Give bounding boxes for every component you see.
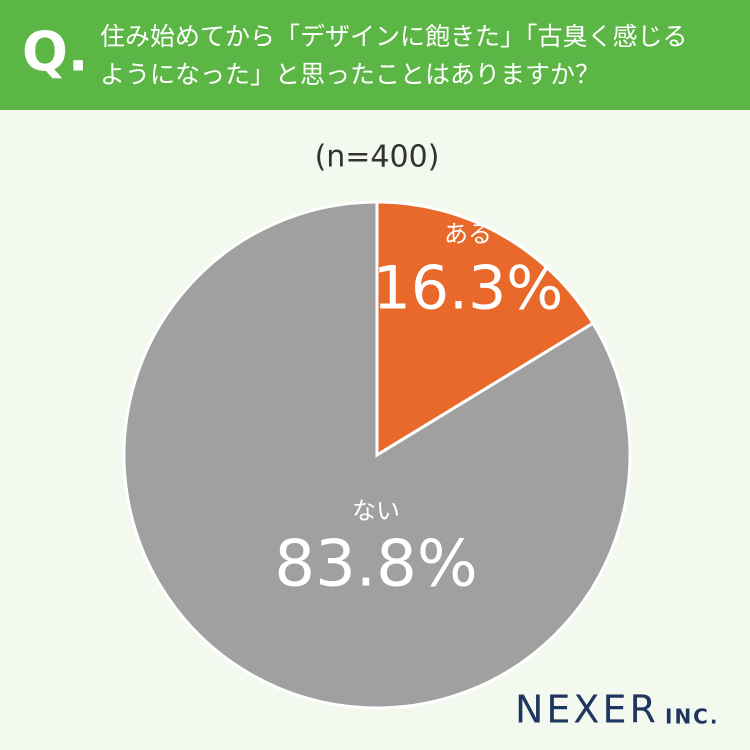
header-band bbox=[0, 0, 750, 110]
slice-category: ある bbox=[444, 220, 492, 248]
slice-value-label: 83.8% bbox=[274, 528, 477, 602]
pie-slice bbox=[375, 200, 596, 458]
subtitle: (n=400) bbox=[315, 140, 440, 175]
question-line: 住み始めてから「デザインに飽きた」「古臭く感じる bbox=[100, 22, 688, 51]
pie-slice bbox=[122, 200, 632, 710]
slice-value-label: 16.3% bbox=[373, 254, 564, 324]
logo-suffix: INC. bbox=[665, 705, 719, 729]
slice-category: ない bbox=[352, 497, 400, 525]
pie: ある 16.3% ない 83.8% bbox=[122, 200, 632, 710]
q-mark: Q. bbox=[22, 21, 88, 84]
question-line: ようになった」と思ったことはありますか？ bbox=[100, 60, 600, 89]
logo: NEXER bbox=[515, 688, 659, 732]
